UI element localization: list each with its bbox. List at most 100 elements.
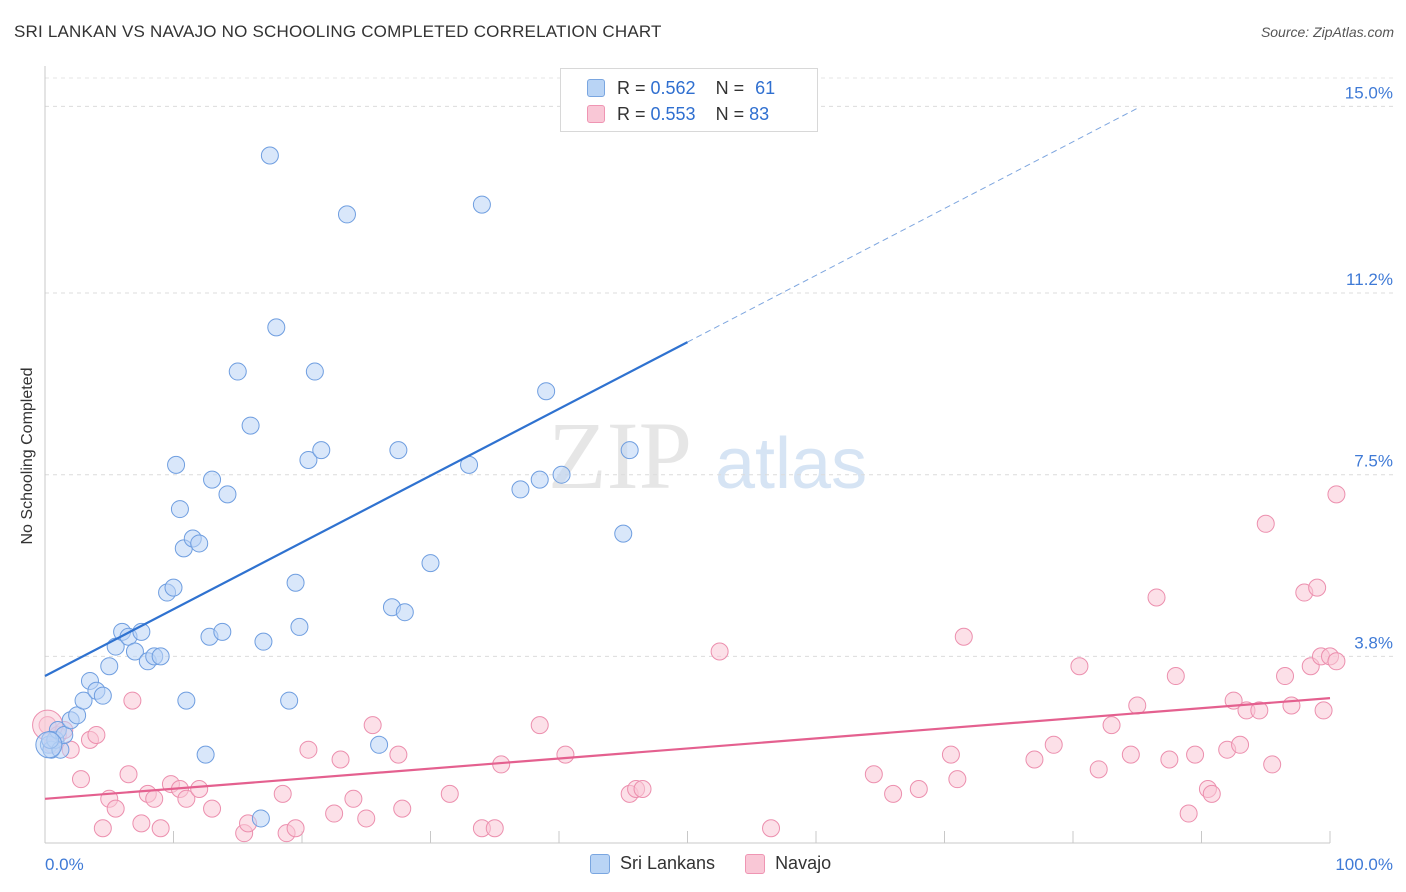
navajo-point [119, 765, 138, 784]
sri-lankans-point [251, 809, 270, 828]
sri-lankans-point [241, 416, 260, 435]
sri-lankans-point [299, 450, 318, 469]
sri-lankans-point [93, 686, 112, 705]
navajo-point [884, 784, 903, 803]
series-legend-navajo[interactable]: Navajo [745, 853, 831, 874]
correlation-legend: R = 0.562 N = 61 R = 0.553 N = 83 [560, 68, 818, 132]
sri-lankans-point [167, 455, 186, 474]
series-legend-sri-lankans[interactable]: Sri Lankans [590, 853, 715, 874]
navajo-point [273, 784, 292, 803]
navajo-point [762, 819, 781, 838]
y-tick-label: 7.5% [1354, 452, 1393, 471]
navajo-point [1025, 750, 1044, 769]
sri-lankans-point [218, 485, 237, 504]
navajo-point [1044, 735, 1063, 754]
navajo-point [1089, 760, 1108, 779]
legend-n-value: 83 [749, 103, 770, 124]
sri-lankans-trendline-extension [687, 107, 1138, 343]
y-tick-label: 3.8% [1354, 633, 1393, 652]
sri-lankans-point [370, 735, 389, 754]
sri-lankans-point [395, 603, 414, 622]
navajo-point [1186, 745, 1205, 764]
chart-title: SRI LANKAN VS NAVAJO NO SCHOOLING COMPLE… [14, 22, 662, 41]
sri-lankans-point [228, 362, 247, 381]
sri-lankans-point [337, 205, 356, 224]
y-tick-label: 15.0% [1345, 83, 1393, 102]
navajo-point [1263, 755, 1282, 774]
sri-lankans-point [290, 617, 309, 636]
sri-lankans-point [537, 382, 556, 401]
legend-row-navajo: R = 0.553 N = 83 [587, 103, 769, 125]
navajo-point [389, 745, 408, 764]
series-legend: Sri Lankans Navajo [590, 853, 861, 874]
navajo-point [1231, 735, 1250, 754]
legend-n-value: 61 [755, 77, 776, 98]
x-tick-label: 100.0% [1335, 855, 1393, 874]
navajo-point [1160, 750, 1179, 769]
navajo-point [1121, 745, 1140, 764]
navajo-point [1308, 578, 1327, 597]
series-swatch-blue [590, 853, 610, 874]
navajo-trendline [44, 697, 1331, 800]
navajo-point [1166, 667, 1185, 686]
navajo-point [145, 789, 164, 808]
navajo-point [440, 784, 459, 803]
series-legend-label: Sri Lankans [620, 853, 716, 873]
sri-lankans-point [552, 465, 571, 484]
navajo-point [909, 779, 928, 798]
navajo-point [286, 819, 305, 838]
sri-lankans-point [177, 691, 196, 710]
sri-lankans-point [190, 534, 209, 553]
navajo-point [941, 745, 960, 764]
navajo-point [106, 799, 125, 818]
sri-lankans-cluster-point [35, 731, 63, 759]
sri-lankans-point [164, 578, 183, 597]
sri-lankans-point [286, 573, 305, 592]
navajo-point [948, 770, 967, 789]
sri-lankans-point [213, 622, 232, 641]
navajo-point [331, 750, 350, 769]
navajo-point [710, 642, 729, 661]
sri-lankans-point [421, 554, 440, 573]
y-tick-label: 11.2% [1346, 270, 1393, 289]
sri-lankans-point [125, 642, 144, 661]
watermark-zip: ZIP [548, 402, 692, 509]
navajo-point [177, 789, 196, 808]
navajo-point [1276, 667, 1295, 686]
navajo-point [485, 819, 504, 838]
navajo-point [1179, 804, 1198, 823]
sri-lankans-point [100, 657, 119, 676]
navajo-point [556, 745, 575, 764]
navajo-point [864, 765, 883, 784]
navajo-point [1327, 485, 1346, 504]
sri-lankans-point [530, 470, 549, 489]
navajo-point [393, 799, 412, 818]
x-tick-label: 0.0% [45, 855, 84, 874]
navajo-point [1128, 696, 1147, 715]
legend-swatch-pink [587, 105, 605, 123]
navajo-point [1282, 696, 1301, 715]
navajo-point [132, 814, 151, 833]
navajo-point [1102, 716, 1121, 735]
sri-lankans-point [620, 441, 639, 460]
navajo-point [530, 716, 549, 735]
legend-r-label: R = [617, 77, 651, 98]
navajo-point [325, 804, 344, 823]
navajo-point [363, 716, 382, 735]
sri-lankans-point [170, 500, 189, 519]
legend-n-label: N = [715, 103, 750, 124]
sri-lankans-point [472, 195, 491, 214]
sri-lankans-point [312, 441, 331, 460]
sri-lankans-point [254, 632, 273, 651]
navajo-point [344, 789, 363, 808]
navajo-point [203, 799, 222, 818]
navajo-point [71, 770, 90, 789]
source-credit: Source: ZipAtlas.com [1260, 24, 1394, 40]
navajo-point [93, 819, 112, 838]
navajo-point [1202, 784, 1221, 803]
sri-lankans-point [196, 745, 215, 764]
series-swatch-pink [745, 853, 766, 874]
navajo-point [1256, 514, 1275, 533]
navajo-point [1314, 701, 1333, 720]
